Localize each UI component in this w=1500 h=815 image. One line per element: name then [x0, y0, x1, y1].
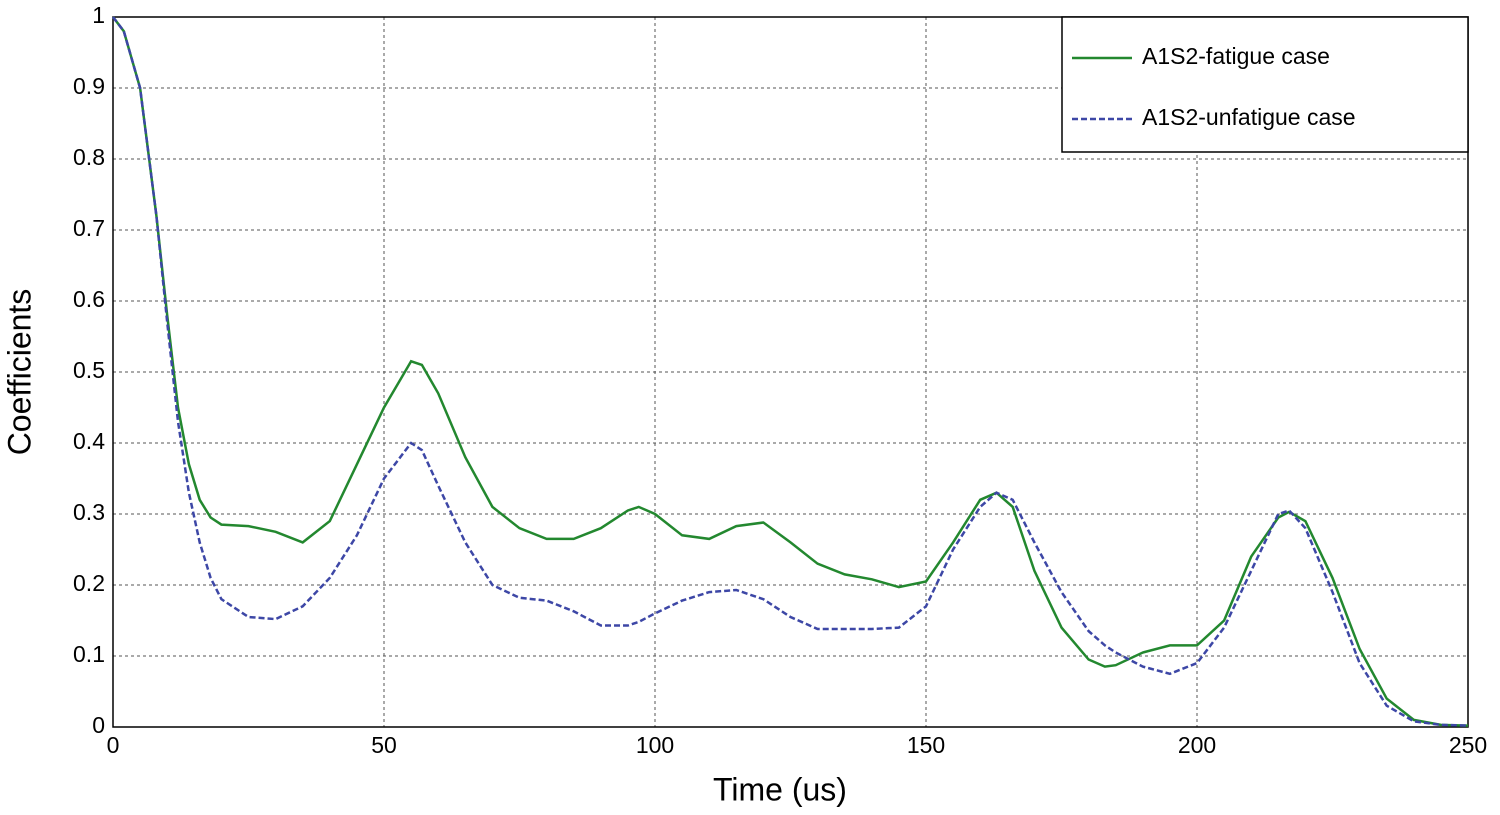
y-tick-label: 1: [92, 2, 105, 28]
x-tick-label: 0: [107, 732, 120, 758]
legend-label: A1S2-unfatigue case: [1142, 104, 1356, 130]
y-tick-label: 0.9: [73, 73, 105, 99]
y-axis-label: Coefficients: [1, 289, 37, 456]
y-tick-label: 0.1: [73, 641, 105, 667]
x-axis-label: Time (us): [713, 771, 847, 807]
y-tick-label: 0: [92, 712, 105, 738]
y-tick-label: 0.2: [73, 570, 105, 596]
y-tick-label: 0.4: [73, 428, 105, 454]
data-line: [112, 16, 1469, 727]
plot-frame: [112, 16, 1469, 728]
x-tick-label: 250: [1449, 732, 1487, 758]
legend-box: [1061, 16, 1469, 153]
x-tick-label: 200: [1178, 732, 1216, 758]
legend-label: A1S2-fatigue case: [1142, 43, 1330, 69]
y-tick-label: 0.6: [73, 286, 105, 312]
y-tick-label: 0.7: [73, 215, 105, 241]
y-tick-label: 0.5: [73, 357, 105, 383]
x-tick-label: 100: [636, 732, 674, 758]
data-line: [112, 16, 1469, 727]
x-tick-label: 150: [907, 732, 945, 758]
x-tick-label: 50: [371, 732, 397, 758]
y-tick-label: 0.8: [73, 144, 105, 170]
y-tick-label: 0.3: [73, 499, 105, 525]
